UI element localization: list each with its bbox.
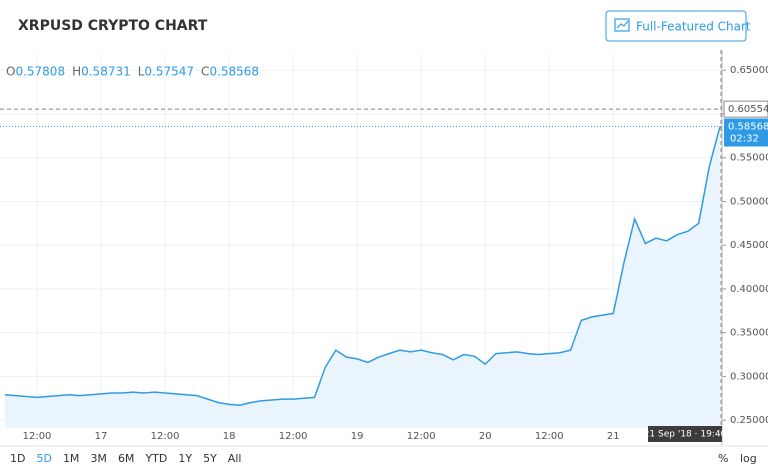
high-label-box: [723, 100, 768, 118]
range-button[interactable]: 1D: [10, 452, 25, 465]
last-price-label: 0.58568: [728, 122, 768, 133]
high-label: 0.60554: [728, 104, 768, 115]
y-tick-label: 0.30000: [730, 371, 768, 382]
x-tick-label: 20: [479, 431, 492, 442]
ohlc-value: 0.57808: [15, 65, 65, 79]
x-tick-label: 21: [607, 431, 620, 442]
countdown: 02:32: [730, 134, 759, 145]
range-button[interactable]: 3M: [90, 452, 107, 465]
ohlc-value: 0.58731: [81, 65, 131, 79]
ohlc-value: 0.57547: [144, 65, 194, 79]
full-chart-button[interactable]: [605, 10, 747, 42]
x-tick-label: 12:00: [23, 431, 52, 442]
x-tick-label: 12:00: [151, 431, 180, 442]
x-tick-label: 12:00: [535, 431, 564, 442]
range-button[interactable]: 6M: [118, 452, 135, 465]
y-tick-label: 0.55000: [730, 153, 768, 164]
range-button[interactable]: 1Y: [178, 452, 192, 465]
y-tick-label: 0.45000: [730, 240, 768, 251]
x-tick-label: 19: [351, 431, 364, 442]
range-button[interactable]: All: [228, 452, 242, 465]
x-tick-label: 17: [95, 431, 108, 442]
full-chart-button-label: Full-Featured Chart: [636, 20, 751, 34]
chart-title: XRPUSD CRYPTO CHART: [18, 18, 208, 34]
crosshair-label: 21 Sep '18 · 19:40: [644, 430, 727, 440]
range-button[interactable]: 1M: [63, 452, 80, 465]
range-button[interactable]: YTD: [144, 452, 167, 465]
chart-icon: [614, 18, 630, 32]
ohlc-value: 0.58568: [209, 65, 259, 79]
range-button[interactable]: 5D: [36, 452, 51, 465]
price-line: [4, 126, 721, 407]
ohlc-key: C: [201, 65, 209, 79]
y-tick-label: 0.65000: [730, 65, 768, 76]
ohlc-key: H: [72, 65, 81, 79]
ohlc-key: L: [138, 65, 145, 79]
y-tick-label: 0.40000: [730, 284, 768, 295]
log-toggle[interactable]: log: [740, 452, 757, 465]
ohlc-key: O: [6, 65, 15, 79]
area: [5, 126, 720, 428]
x-tick-label: 12:00: [279, 431, 308, 442]
y-tick-label: 0.50000: [730, 196, 768, 207]
x-tick-label: 12:00: [407, 431, 436, 442]
crosshair-box: [648, 426, 722, 442]
range-button[interactable]: 5Y: [203, 452, 217, 465]
x-tick-label: 18: [223, 431, 236, 442]
y-tick-label: 0.25000: [730, 415, 768, 426]
last-price-box: [724, 118, 768, 147]
percent-toggle[interactable]: %: [718, 452, 728, 465]
y-tick-label: 0.35000: [730, 328, 768, 339]
